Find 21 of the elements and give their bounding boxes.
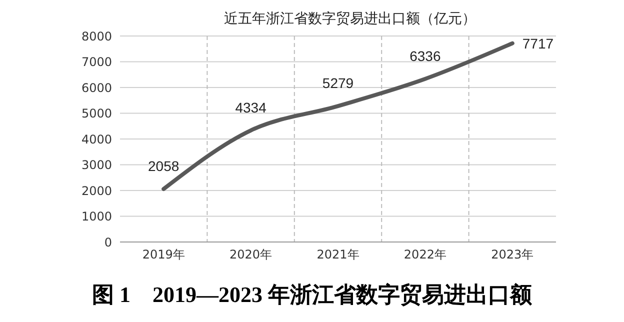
data-label: 7717 xyxy=(522,35,554,52)
y-tick-label: 2000 xyxy=(81,184,112,198)
y-tick-label: 8000 xyxy=(81,29,112,44)
y-tick-label: 6000 xyxy=(81,80,112,95)
data-label: 2058 xyxy=(148,158,180,174)
y-tick-label: 4000 xyxy=(81,132,112,146)
x-tick-label: 2023年 xyxy=(491,248,534,262)
caption: 图 1 2019—2023 年浙江省数字贸易进出口额 xyxy=(91,281,533,309)
data-label: 4334 xyxy=(235,99,267,116)
y-tick-label: 3000 xyxy=(81,158,112,172)
y-tick-label: 7000 xyxy=(81,55,112,70)
x-tick-label: 2020年 xyxy=(230,248,272,262)
data-label: 6336 xyxy=(410,48,441,64)
x-tick-label: 2022年 xyxy=(404,248,446,262)
x-tick-label: 2021年 xyxy=(316,248,360,262)
x-tick-label: 2019年 xyxy=(142,248,185,262)
y-tick-label: 5000 xyxy=(81,106,112,121)
data-label: 5279 xyxy=(322,75,354,92)
y-tick-label: 1000 xyxy=(81,210,112,224)
y-tick-label: 0 xyxy=(104,235,112,250)
chart-title: 近五年浙江省数字贸易进出口额（亿元） xyxy=(223,10,477,28)
